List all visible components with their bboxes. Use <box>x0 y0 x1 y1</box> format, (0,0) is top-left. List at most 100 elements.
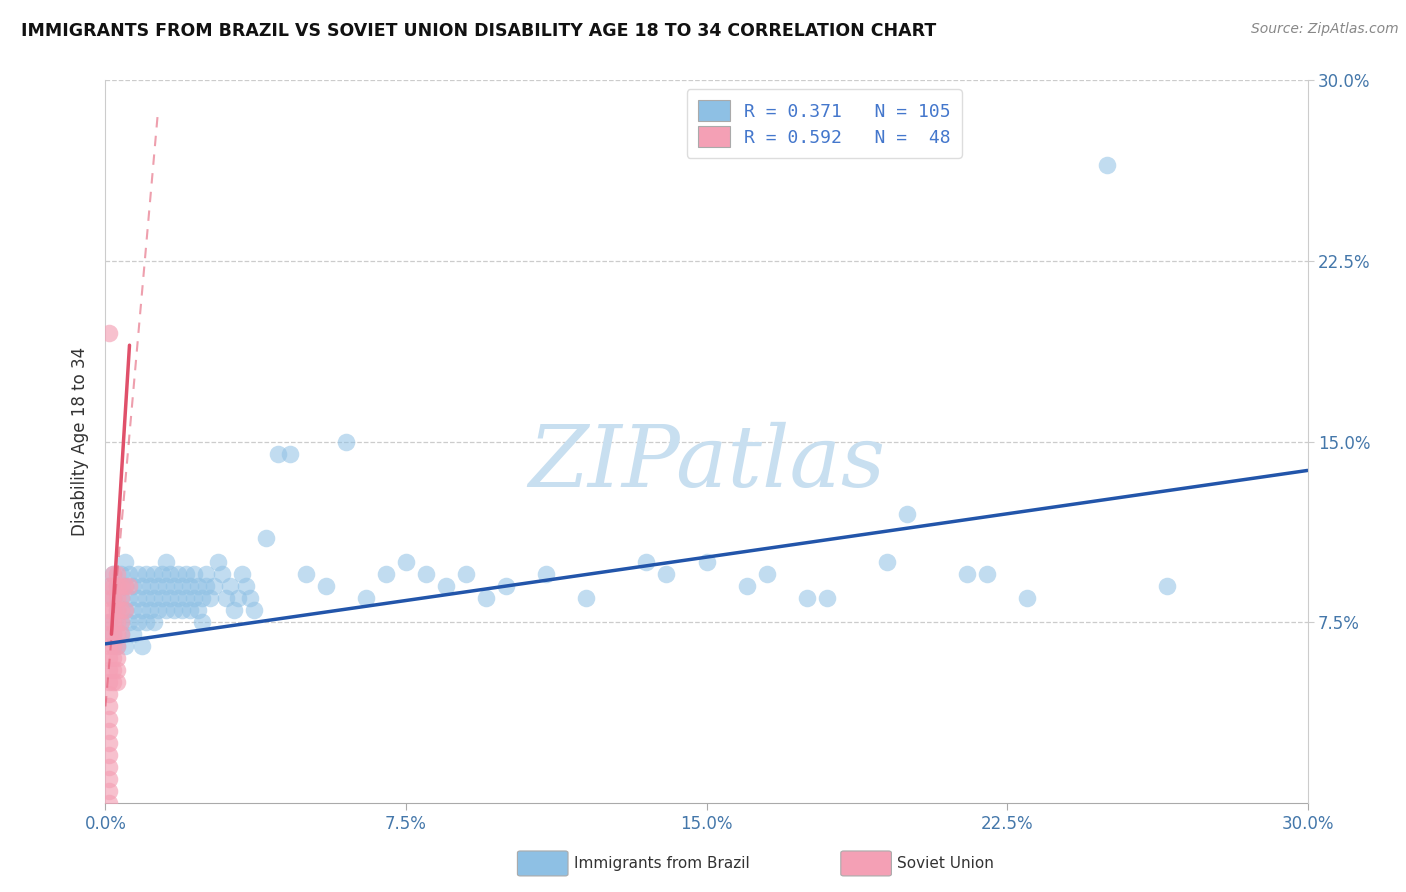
Point <box>202 579 225 593</box>
Point <box>575 591 598 606</box>
Point <box>138 603 160 617</box>
Text: Immigrants from Brazil: Immigrants from Brazil <box>574 856 749 871</box>
Point <box>110 627 132 641</box>
Point <box>239 591 262 606</box>
Point <box>110 603 132 617</box>
Point <box>98 591 121 606</box>
Point <box>107 591 129 606</box>
Point <box>118 615 141 630</box>
Point <box>118 591 141 606</box>
Point <box>194 567 217 582</box>
Point <box>98 615 121 630</box>
Point <box>242 603 264 617</box>
Point <box>179 603 201 617</box>
Point <box>107 675 129 690</box>
Point <box>110 567 132 582</box>
Point <box>170 603 193 617</box>
Point <box>295 567 318 582</box>
Point <box>434 579 457 593</box>
Point <box>98 639 121 653</box>
Point <box>135 615 157 630</box>
Point <box>103 627 125 641</box>
Point <box>183 567 205 582</box>
Point <box>107 579 129 593</box>
Point <box>103 591 125 606</box>
Point <box>796 591 818 606</box>
Point <box>150 567 173 582</box>
Point <box>107 567 129 582</box>
Point <box>166 591 188 606</box>
Text: ZIPatlas: ZIPatlas <box>527 422 886 505</box>
Point <box>107 579 129 593</box>
Point <box>315 579 337 593</box>
Legend: R = 0.371   N = 105, R = 0.592   N =  48: R = 0.371 N = 105, R = 0.592 N = 48 <box>686 89 962 158</box>
Point <box>155 579 177 593</box>
Point <box>495 579 517 593</box>
Point <box>1156 579 1178 593</box>
Point <box>98 579 121 593</box>
Point <box>107 603 129 617</box>
Point <box>696 555 718 569</box>
Point <box>475 591 498 606</box>
Point <box>190 591 212 606</box>
Point <box>122 627 145 641</box>
Point <box>235 579 257 593</box>
Point <box>98 687 121 701</box>
Point <box>114 555 136 569</box>
Point <box>155 603 177 617</box>
Point <box>103 615 125 630</box>
Point <box>103 603 125 617</box>
Point <box>179 579 201 593</box>
Point <box>755 567 778 582</box>
Point <box>335 434 357 449</box>
Point <box>98 603 121 617</box>
Point <box>214 591 236 606</box>
Point <box>131 639 153 653</box>
Point <box>103 651 125 665</box>
Point <box>218 579 240 593</box>
Point <box>162 579 184 593</box>
Point <box>107 615 129 630</box>
Point <box>142 591 165 606</box>
Point <box>110 615 132 630</box>
Point <box>278 447 301 461</box>
Point <box>896 507 918 521</box>
Point <box>98 675 121 690</box>
Point <box>976 567 998 582</box>
Point <box>107 639 129 653</box>
Point <box>395 555 418 569</box>
Point <box>122 579 145 593</box>
Point <box>98 712 121 726</box>
Point <box>103 675 125 690</box>
Point <box>159 567 181 582</box>
Point <box>187 579 209 593</box>
Point <box>118 579 141 593</box>
Point <box>155 555 177 569</box>
Point <box>98 735 121 749</box>
Point <box>103 567 125 582</box>
Point <box>231 567 253 582</box>
Point <box>534 567 557 582</box>
Point <box>98 651 121 665</box>
Point <box>131 603 153 617</box>
Point <box>222 603 245 617</box>
Point <box>114 579 136 593</box>
Point <box>183 591 205 606</box>
Point <box>454 567 477 582</box>
Point <box>98 747 121 762</box>
Point <box>114 603 136 617</box>
Point <box>655 567 678 582</box>
Point <box>107 664 129 678</box>
Point <box>98 326 121 341</box>
Point <box>142 615 165 630</box>
Point <box>98 664 121 678</box>
Point <box>1017 591 1039 606</box>
Point <box>110 615 132 630</box>
Point <box>98 772 121 786</box>
Point <box>815 591 838 606</box>
Point <box>174 567 197 582</box>
Point <box>103 591 125 606</box>
Point <box>135 567 157 582</box>
Point <box>207 555 229 569</box>
Point <box>187 603 209 617</box>
